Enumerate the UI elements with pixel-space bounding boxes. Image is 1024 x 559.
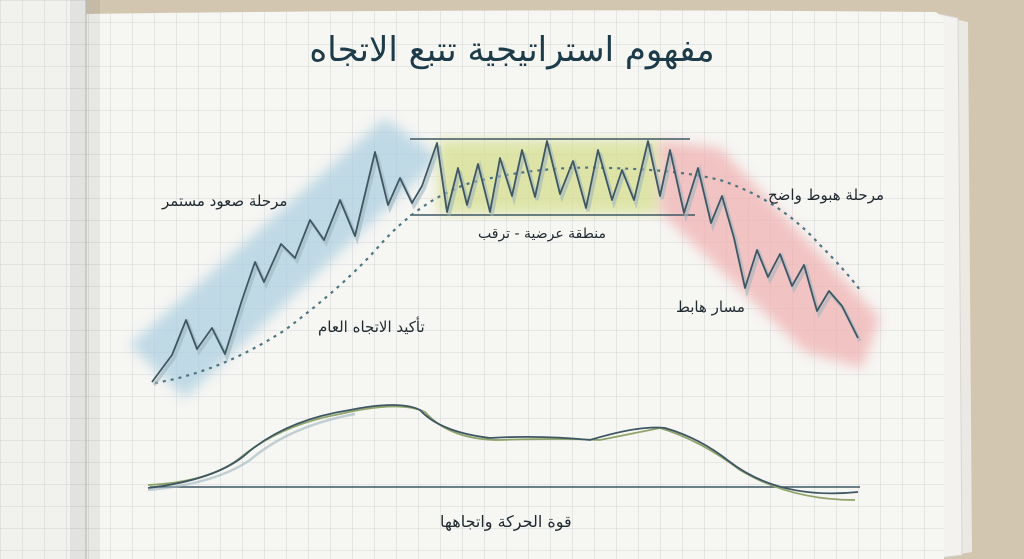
downtrend-label: مرحلة هبوط واضح <box>768 186 885 204</box>
trend-confirmation-label: تأكيد الاتجاه العام <box>318 318 425 336</box>
price-path <box>151 140 859 383</box>
uptrend-label: مرحلة صعود مستمر <box>162 192 288 210</box>
range-label: منطقة عرضية - ترقب <box>478 226 606 242</box>
momentum-curve-shadow <box>147 412 356 492</box>
diagram-title: مفهوم استراتيجية تتبع الاتجاه <box>309 30 715 70</box>
momentum-curve-primary <box>147 404 859 495</box>
trend-confirmation-dashed-line <box>154 166 861 385</box>
down-path-label: مسار هابط <box>676 298 745 316</box>
left-page-grid <box>0 0 86 559</box>
uptrend-zone <box>130 118 440 398</box>
downtrend-zone <box>660 140 880 368</box>
momentum-label: قوة الحركة واتجاهها <box>440 512 572 531</box>
binding-shadow <box>70 0 100 559</box>
